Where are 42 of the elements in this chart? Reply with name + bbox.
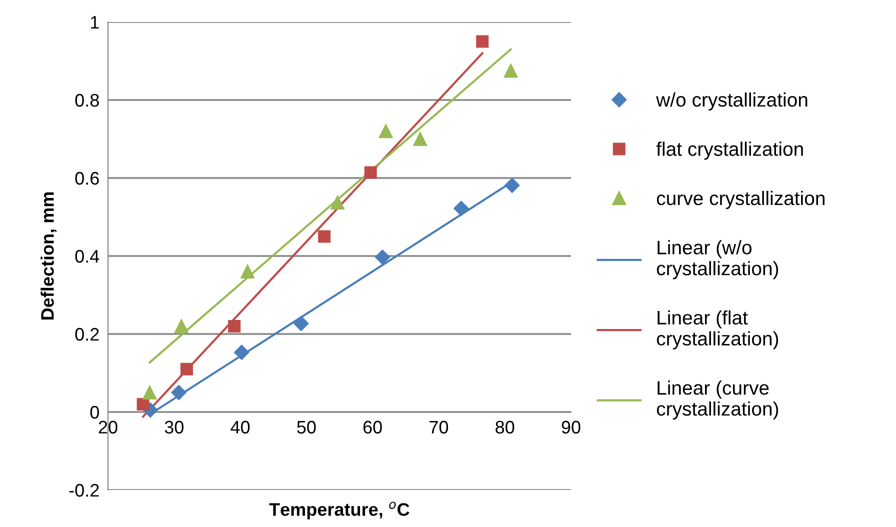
- point: [234, 344, 250, 360]
- legend-label: Linear (curve crystallization): [656, 380, 778, 420]
- legend-label: flat crystallization: [656, 142, 803, 160]
- point: [294, 316, 309, 332]
- point: [228, 320, 241, 332]
- point: [330, 196, 344, 210]
- point: [374, 250, 390, 265]
- point: [136, 398, 150, 410]
- point: [476, 35, 489, 48]
- point: [142, 386, 157, 400]
- point: [504, 178, 520, 193]
- x-tick-label: 30: [164, 420, 184, 434]
- x-axis-title: Temperature, $^{o}$C: [269, 502, 410, 520]
- point: [318, 230, 331, 243]
- legend-label: curve crystallization: [656, 190, 824, 210]
- y-tick-label: 0.2: [75, 328, 99, 341]
- y-tick-label: 0: [90, 406, 99, 419]
- point: [171, 384, 186, 400]
- y-tick-label: 0.6: [75, 172, 99, 185]
- y-tick-label: 1: [91, 16, 99, 29]
- y-tick-label: -0.2: [69, 484, 99, 497]
- x-tick-label: 20: [98, 420, 118, 434]
- y-tick-label: 0.4: [75, 250, 100, 263]
- point: [454, 200, 469, 216]
- legend-label: Linear (w/o crystallization): [656, 240, 778, 280]
- point: [240, 264, 255, 279]
- legend-label: Linear (flat crystallization): [656, 310, 778, 350]
- x-tick-label: 40: [230, 420, 250, 434]
- x-tick-label: 70: [430, 420, 448, 434]
- x-tick-label: 90: [562, 420, 580, 434]
- point: [413, 132, 428, 146]
- y-tick-label: 0.8: [75, 94, 99, 107]
- legend-label: w/o crystallization: [656, 92, 808, 111]
- y-axis-title: Deflection, mm: [40, 192, 56, 320]
- x-tick-label: 80: [496, 420, 514, 434]
- point: [180, 362, 193, 376]
- x-tick-label: 60: [363, 420, 382, 434]
- point: [364, 166, 377, 179]
- point: [504, 64, 518, 78]
- x-tick-label: 50: [297, 420, 316, 434]
- point: [174, 319, 188, 334]
- point: [378, 124, 393, 138]
